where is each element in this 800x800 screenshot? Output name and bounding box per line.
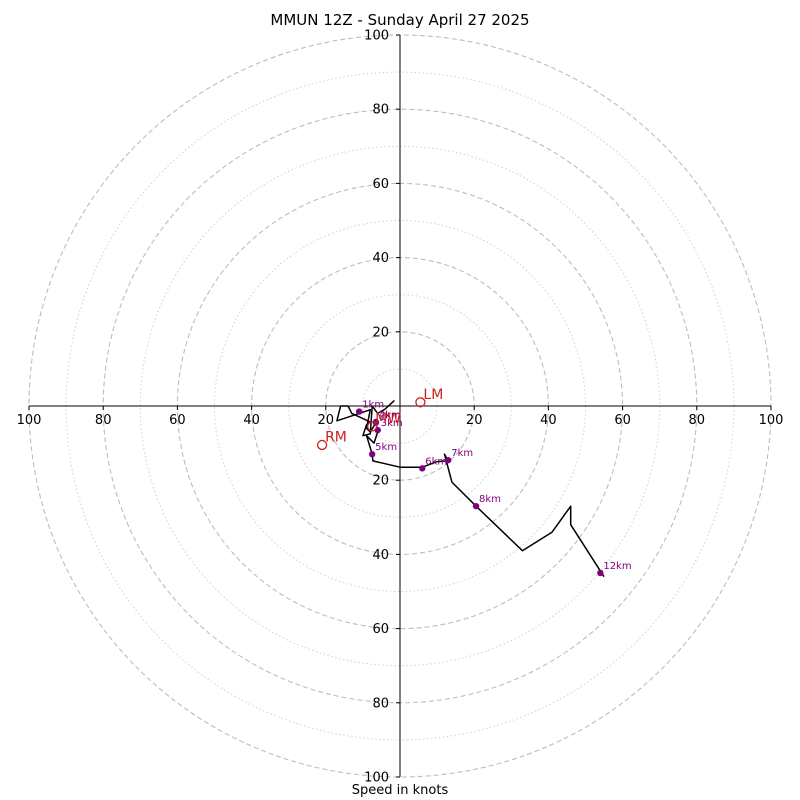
height-marker-4km	[372, 418, 380, 426]
height-marker-6km	[419, 465, 426, 472]
height-marker-7km	[445, 456, 452, 464]
y-tick-label: 60	[372, 177, 389, 192]
height-label-5km: 5km	[375, 442, 397, 453]
height-marker-1km	[355, 408, 363, 415]
motion-marker-MW	[367, 421, 378, 432]
height-marker-5km	[368, 451, 376, 458]
x-tick-label: 40	[540, 413, 557, 428]
y-tick-label: 100	[364, 771, 389, 786]
motion-label-MW: MW	[375, 411, 401, 427]
height-label-8km: 8km	[479, 494, 501, 505]
tick-labels: 100 100 80 80 60 60 40 40 20 20 20 20 40 40 60 60 80 80 10…	[17, 29, 784, 786]
chart-title: MMUN 12Z - Sunday April 27 2025	[270, 11, 530, 29]
x-axis-label: Speed in knots	[351, 783, 449, 798]
x-tick-label: 80	[95, 413, 112, 428]
y-tick-label: 100	[364, 29, 389, 44]
x-tick-label: 100	[759, 413, 784, 428]
y-tick-label: 20	[372, 474, 389, 489]
x-tick-label: 60	[169, 413, 186, 428]
height-label-2km: 2km	[379, 411, 401, 422]
motion-marker-RM	[316, 439, 328, 451]
x-tick-label: 40	[243, 413, 260, 428]
storm-motion-markers: LM RM MW	[316, 387, 443, 451]
x-tick-label: 20	[466, 413, 483, 428]
height-label-12km: 12km	[603, 561, 631, 572]
height-label-3km: 3km	[381, 418, 403, 429]
height-label-4km: 4km	[379, 410, 401, 421]
height-marker-8km	[472, 502, 480, 510]
y-tick-label: 60	[372, 622, 389, 637]
motion-marker-LM	[415, 397, 426, 408]
motion-label-LM: LM	[423, 387, 443, 403]
y-tick-label: 80	[372, 103, 389, 118]
height-label-1km: 1km	[362, 400, 384, 411]
height-label-6km: 6km	[425, 456, 447, 467]
y-tick-label: 40	[372, 251, 389, 266]
y-tick-label: 80	[372, 696, 389, 711]
height-label-7km: 7km	[451, 448, 473, 459]
axes	[28, 34, 772, 778]
x-tick-label: 100	[17, 413, 42, 428]
x-tick-label: 80	[689, 413, 706, 428]
x-tick-label: 60	[614, 413, 631, 428]
motion-label-RM: RM	[325, 429, 347, 445]
y-tick-label: 40	[372, 548, 389, 563]
y-tick-label: 20	[372, 325, 389, 340]
x-tick-label: 20	[318, 413, 335, 428]
height-marker-12km	[597, 569, 604, 577]
